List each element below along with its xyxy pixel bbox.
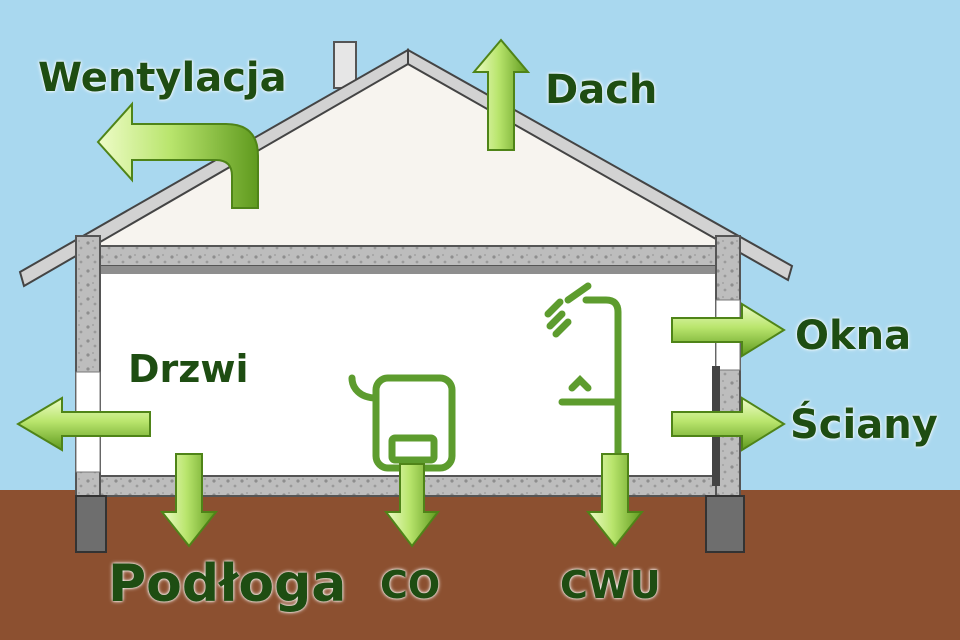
walls-arrow (671, 396, 786, 452)
windows-label: Okna (795, 313, 912, 359)
windows-arrow (671, 302, 786, 358)
ceiling-beam (90, 266, 730, 274)
walls-label: Ściany (790, 402, 938, 448)
foundation-left (75, 495, 107, 553)
ground (0, 490, 960, 640)
ventilation-duct-arrow (96, 101, 259, 209)
heating-label: CO (380, 563, 441, 607)
foundation-right (705, 495, 745, 553)
ceiling-slab (89, 245, 731, 267)
door-label: Drzwi (128, 347, 249, 391)
roof-label: Dach (545, 67, 658, 113)
ventilation-label: Wentylacja (38, 55, 287, 101)
heating-arrow (383, 463, 441, 548)
shower-icon (544, 282, 622, 474)
door-arrow (16, 396, 151, 452)
hot-water-arrow (585, 453, 645, 548)
hot-water-label: CWU (560, 563, 661, 607)
floor-arrow (159, 453, 219, 548)
roof-arrow (471, 38, 531, 151)
floor-label: Podłoga (108, 554, 347, 614)
